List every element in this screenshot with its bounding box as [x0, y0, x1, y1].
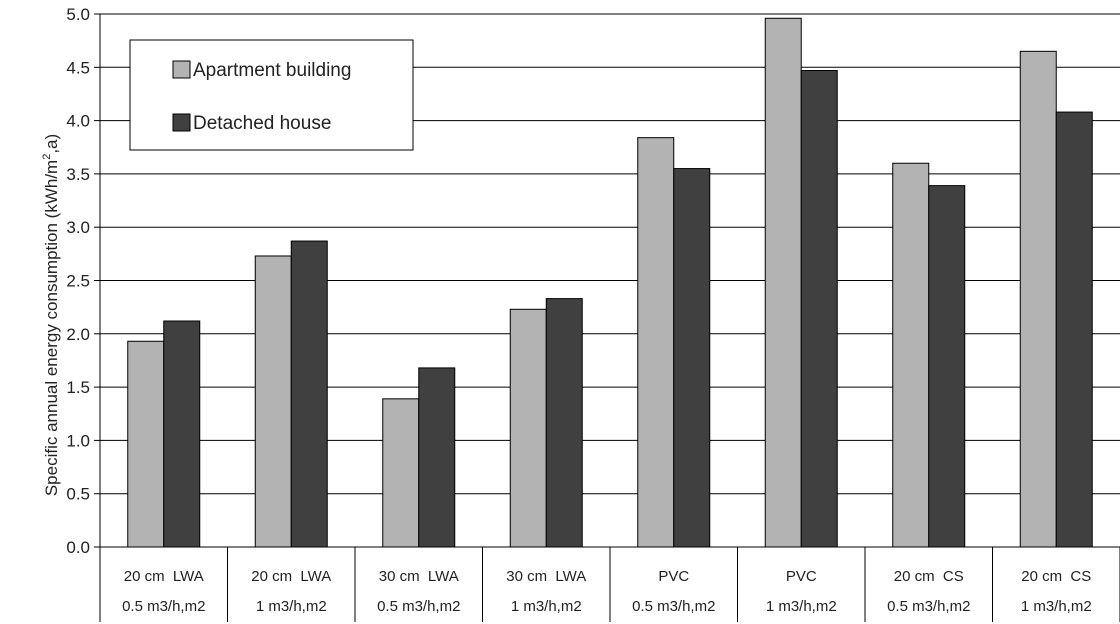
- bar-apartment: [382, 398, 420, 548]
- bar-apartment: [637, 137, 675, 548]
- y-tick-labels: 0.0 0.5 1.0 1.5 2.0 2.5 3.0 3.5 4.0 4.5 5.0: [66, 5, 90, 557]
- y-tick-label: 4.0: [66, 112, 90, 131]
- bar-apartment: [509, 308, 547, 548]
- x-category-label-line1: 20 cm CS: [1021, 568, 1091, 585]
- x-category-label-line2: 0.5 m3/h,m2: [377, 598, 460, 615]
- legend-box: [129, 39, 414, 151]
- bar-detached: [928, 185, 966, 548]
- legend-label-detached: Detached house: [193, 113, 331, 134]
- bar-apartment: [764, 17, 802, 548]
- axes: [99, 14, 1120, 622]
- x-category-labels: 20 cm LWA 0.5 m3/h,m2 20 cm LWA 1 m3/h,m2 30…: [122, 568, 1092, 615]
- x-category-label-line2: 1 m3/h,m2: [256, 598, 327, 615]
- bar-apartment: [1019, 50, 1057, 548]
- legend-swatch-apartment: [172, 60, 191, 79]
- bar-apartment: [127, 340, 165, 548]
- legend: Apartment building Detached house: [129, 39, 414, 151]
- x-category-label-line1: 20 cm CS: [894, 568, 964, 585]
- bar-apartment: [892, 162, 930, 548]
- y-tick-label: 1.0: [66, 431, 90, 450]
- legend-label-apartment: Apartment building: [193, 60, 351, 81]
- y-axis-title: Specific annual energy consumption (kWh/…: [41, 134, 61, 496]
- x-category-label-line2: 1 m3/h,m2: [1021, 598, 1092, 615]
- y-tick-label: 2.0: [66, 325, 90, 344]
- x-category-label-line2: 0.5 m3/h,m2: [632, 598, 715, 615]
- x-category-label-line2: 0.5 m3/h,m2: [122, 598, 205, 615]
- bar-detached: [418, 367, 456, 548]
- x-category-label-line1: PVC: [786, 568, 817, 585]
- bar-detached: [673, 168, 711, 548]
- x-category-label-line1: 30 cm LWA: [506, 568, 586, 585]
- bars: [127, 17, 1093, 548]
- x-category-label-line1: 20 cm LWA: [124, 568, 204, 585]
- y-tick-label: 2.5: [66, 272, 90, 291]
- y-tick-label: 3.5: [66, 165, 90, 184]
- y-tick-label: 1.5: [66, 378, 90, 397]
- y-tick-label: 5.0: [66, 5, 90, 24]
- bar-detached: [800, 69, 838, 548]
- bar-detached: [545, 298, 583, 548]
- y-tick-label: 4.5: [66, 58, 90, 77]
- x-category-label-line2: 1 m3/h,m2: [766, 598, 837, 615]
- bar-apartment: [254, 255, 292, 548]
- bar-detached: [163, 320, 201, 548]
- x-category-label-line1: 20 cm LWA: [251, 568, 331, 585]
- legend-swatch-detached: [172, 113, 191, 132]
- x-category-label-line2: 1 m3/h,m2: [511, 598, 582, 615]
- x-category-label-line2: 0.5 m3/h,m2: [887, 598, 970, 615]
- x-category-label-line1: PVC: [658, 568, 689, 585]
- y-tick-label: 3.0: [66, 218, 90, 237]
- y-tick-label: 0.0: [66, 538, 90, 557]
- x-category-label-line1: 30 cm LWA: [379, 568, 459, 585]
- y-tick-label: 0.5: [66, 485, 90, 504]
- bar-detached: [290, 240, 328, 548]
- bar-detached: [1055, 111, 1093, 548]
